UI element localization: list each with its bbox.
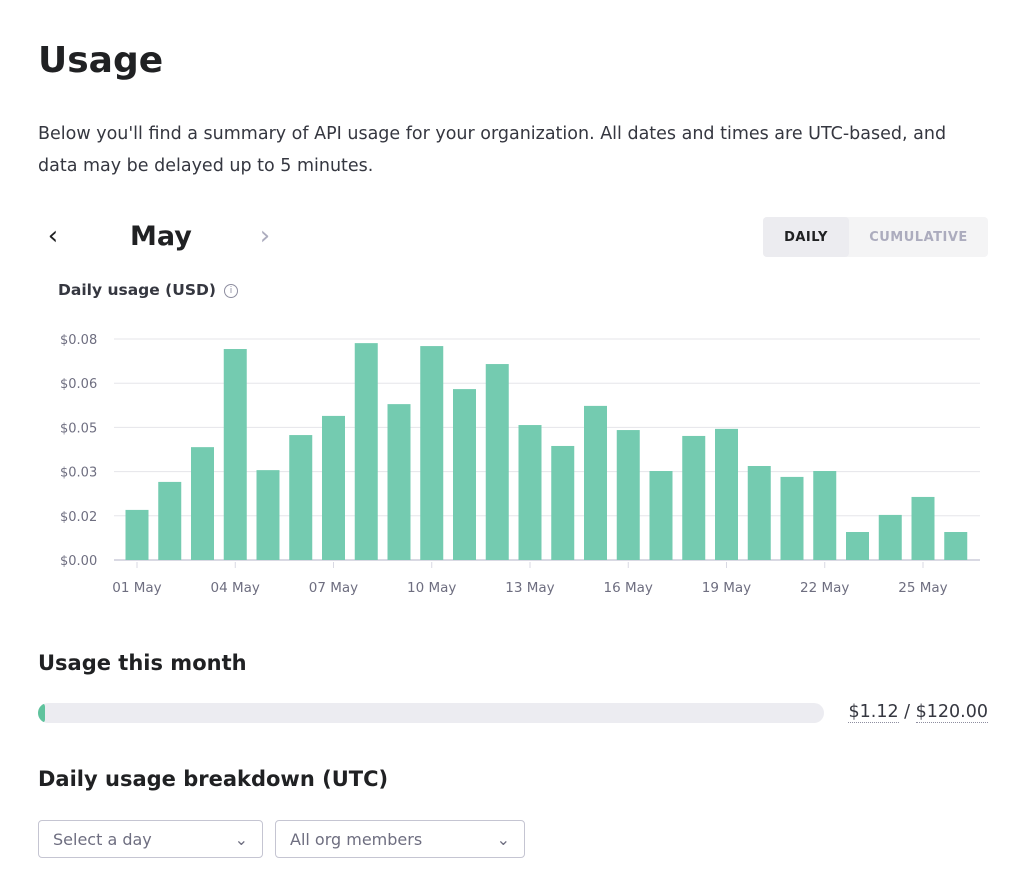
bar-21-may (780, 476, 804, 560)
bar-22-may (813, 471, 837, 560)
usage-progress-fill (38, 703, 46, 723)
members-select[interactable]: All org members ⌄ (275, 820, 525, 858)
bar-14-may (551, 445, 575, 560)
chart-title-text: Daily usage (USD) (58, 281, 216, 299)
x-tick-label: 04 May (211, 580, 260, 596)
month-navigator: ‹ May › (38, 218, 270, 254)
bar-04-may (223, 349, 247, 560)
bar-05-may (256, 470, 280, 560)
bar-20-may (747, 466, 771, 560)
bar-03-may (191, 447, 214, 560)
bar-17-may (649, 471, 673, 560)
y-tick-label: $0.00 (60, 554, 97, 569)
bar-26-may (944, 532, 968, 560)
bar-18-may (682, 435, 706, 560)
bar-12-may (485, 364, 509, 560)
x-tick-label: 22 May (800, 580, 849, 596)
info-icon[interactable]: i (223, 284, 238, 298)
bar-07-may (322, 415, 345, 560)
members-select-value: All org members (290, 829, 423, 849)
day-select[interactable]: Select a day ⌄ (38, 820, 263, 858)
limit-amount[interactable]: $120.00 (915, 702, 988, 723)
breakdown-heading: Daily usage breakdown (UTC) (38, 767, 389, 791)
chevron-down-icon: ⌄ (234, 829, 248, 849)
page-description: Below you'll find a summary of API usage… (38, 124, 947, 176)
bar-16-may (616, 430, 640, 560)
amount-separator: / (898, 702, 916, 722)
bar-09-may (387, 404, 411, 560)
bar-23-may (846, 532, 869, 560)
chevron-left-icon[interactable]: ‹ (47, 221, 59, 251)
usage-progress-bar (38, 703, 824, 723)
x-tick-label: 16 May (604, 580, 653, 596)
bar-02-may (158, 481, 182, 560)
bar-01-may (125, 509, 149, 560)
x-tick-label: 13 May (505, 580, 554, 596)
usage-month-heading: Usage this month (38, 651, 247, 675)
bar-13-may (518, 425, 542, 560)
usage-amount: $1.12 / $120.00 (848, 702, 988, 723)
bar-06-may (289, 435, 313, 560)
bar-15-may (584, 405, 607, 560)
y-tick-label: $0.03 (60, 466, 97, 481)
day-select-placeholder: Select a day (53, 829, 152, 849)
x-tick-label: 25 May (898, 580, 947, 596)
chevron-down-icon: ⌄ (496, 829, 510, 849)
current-month: May (130, 220, 192, 252)
bar-08-may (354, 343, 378, 560)
bar-24-may (878, 514, 902, 560)
view-toggle: DAILY CUMULATIVE (763, 217, 988, 257)
x-tick-label: 19 May (702, 580, 751, 596)
x-tick-label: 10 May (407, 580, 456, 596)
bar-11-may (453, 389, 476, 560)
used-amount[interactable]: $1.12 (848, 702, 899, 723)
page-title: Usage (38, 40, 164, 81)
x-tick-label: 07 May (309, 580, 358, 596)
chart-title: Daily usage (USD) i (58, 281, 238, 299)
cumulative-tab[interactable]: CUMULATIVE (869, 229, 968, 245)
bar-19-may (715, 428, 738, 560)
y-tick-label: $0.08 (60, 333, 97, 348)
x-tick-label: 01 May (112, 580, 161, 596)
y-tick-label: $0.06 (60, 377, 97, 392)
bar-25-may (911, 496, 935, 560)
y-tick-label: $0.02 (60, 510, 97, 525)
y-tick-label: $0.05 (60, 421, 97, 436)
daily-usage-chart: $0.00 $0.02 $0.03 $0.05 $0.06 $0.08 01 May 04 M… (60, 333, 980, 596)
chevron-right-icon[interactable]: › (259, 221, 271, 251)
daily-tab[interactable]: DAILY (763, 217, 849, 257)
bar-10-may (420, 346, 444, 560)
